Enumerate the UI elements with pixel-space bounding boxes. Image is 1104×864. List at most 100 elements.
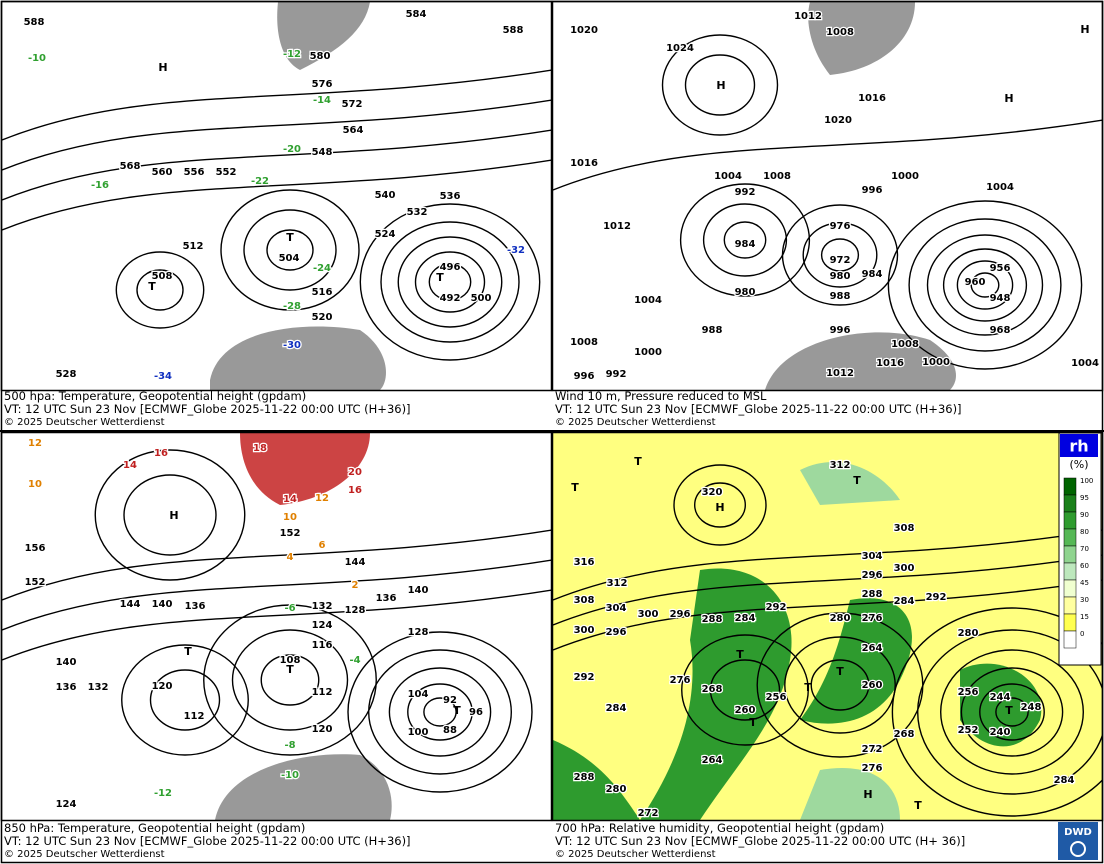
contour-label: -20 <box>283 144 301 155</box>
pressure-center: T <box>634 455 642 468</box>
pressure-center: T <box>436 271 444 284</box>
contour-label: 540 <box>375 190 396 201</box>
contour-label: 996 <box>830 325 851 336</box>
contour-label: -28 <box>283 301 301 312</box>
caption-copyright: © 2025 Deutscher Wetterdienst <box>4 417 165 428</box>
contour-label: -10 <box>281 770 299 781</box>
contour-label: 984 <box>735 239 756 250</box>
contour-label: 296 <box>606 627 627 638</box>
contour-label: 132 <box>312 601 333 612</box>
contour-label: 18 <box>253 443 267 454</box>
contour-label: 984 <box>862 269 883 280</box>
contour <box>887 200 1083 370</box>
contour <box>960 667 1064 757</box>
contour-label: 20 <box>348 467 362 478</box>
contour-label: 308 <box>574 595 595 606</box>
contour-label: 10 <box>283 512 297 523</box>
contour <box>388 667 492 757</box>
legend-level: 15 <box>1080 613 1089 621</box>
contour-label: 556 <box>184 167 205 178</box>
pressure-center: T <box>1005 704 1013 717</box>
contour-label: 100 <box>408 727 429 738</box>
contour-label: 568 <box>120 161 141 172</box>
legend-level: 90 <box>1080 511 1089 519</box>
pressure-center: T <box>286 663 294 676</box>
contour-label: 992 <box>735 187 756 198</box>
pressure-center: H <box>158 61 167 74</box>
legend-swatch <box>1063 477 1077 496</box>
contour-label: 272 <box>862 744 883 755</box>
contour-label: -4 <box>349 655 360 666</box>
contour <box>553 579 1102 651</box>
caption-valid-time: VT: 12 UTC Sun 23 Nov [ECMWF_Globe 2025-… <box>555 402 962 416</box>
contour-label: 6 <box>319 540 326 551</box>
contour-label: 312 <box>830 460 851 471</box>
contour-label: 1000 <box>891 171 919 182</box>
contour-label: 1012 <box>826 368 854 379</box>
contour-label: 10 <box>28 479 42 490</box>
contour-label: 296 <box>670 609 691 620</box>
contour <box>684 54 756 116</box>
contour-label: -12 <box>283 49 301 60</box>
legend-level: 30 <box>1080 596 1089 604</box>
contour <box>123 474 217 556</box>
contour-label: 288 <box>862 589 883 600</box>
contour-label: -6 <box>284 603 295 614</box>
contour <box>942 248 1028 322</box>
legend-unit: (%) <box>1069 458 1088 471</box>
contour-label: 240 <box>990 727 1011 738</box>
contour <box>553 119 1102 191</box>
contour-group <box>220 189 360 311</box>
contour-label: -10 <box>28 53 46 64</box>
contour-label: 276 <box>670 675 691 686</box>
contour-label: 260 <box>862 680 883 691</box>
contour-label: 284 <box>894 596 915 607</box>
legend-level: 95 <box>1080 494 1089 502</box>
contour <box>553 529 1102 601</box>
contour-label: 1004 <box>634 295 662 306</box>
contour <box>266 229 314 271</box>
legend-swatch <box>1063 528 1077 547</box>
contour <box>2 99 551 171</box>
contour-label: 264 <box>702 755 723 766</box>
contour <box>243 209 337 291</box>
contour-label: 1016 <box>858 93 886 104</box>
contour-label: 968 <box>990 325 1011 336</box>
contour-label: 16 <box>348 485 362 496</box>
contour-label: 1024 <box>666 43 694 54</box>
legend-swatch <box>1063 562 1077 581</box>
contour-group <box>781 204 899 306</box>
contour <box>260 654 320 706</box>
contour-label: 14 <box>123 460 137 471</box>
contour <box>380 221 520 343</box>
contour-label: 272 <box>638 808 659 819</box>
contour-label: 120 <box>152 681 173 692</box>
contour-label: 284 <box>1054 775 1075 786</box>
contour-label: 532 <box>407 207 428 218</box>
contour <box>995 697 1029 727</box>
contour-label: -32 <box>507 245 525 256</box>
contour-group <box>673 464 767 546</box>
contour-label: 104 <box>408 689 429 700</box>
contour-label: 552 <box>216 167 237 178</box>
contour-label: 1000 <box>634 347 662 358</box>
contour-label: -24 <box>313 263 331 274</box>
contour-label: 956 <box>990 263 1011 274</box>
legend-swatch <box>1063 511 1077 530</box>
contour-label: 280 <box>606 784 627 795</box>
contour <box>2 529 551 601</box>
contour-label: 980 <box>830 271 851 282</box>
contour-label: 520 <box>312 312 333 323</box>
contour-label: 504 <box>279 253 300 264</box>
contour <box>414 251 486 313</box>
contour-label: 136 <box>56 682 77 693</box>
contour-label: 128 <box>408 627 429 638</box>
contour-label: 152 <box>280 528 301 539</box>
contour-label: 268 <box>894 729 915 740</box>
contour <box>709 659 781 721</box>
contour-label: 580 <box>310 51 331 62</box>
contour-label: 564 <box>343 125 364 136</box>
caption-title: 850 hPa: Temperature, Geopotential heigh… <box>4 821 305 835</box>
legend-title: rh <box>1069 437 1088 456</box>
pressure-center: T <box>453 704 461 717</box>
